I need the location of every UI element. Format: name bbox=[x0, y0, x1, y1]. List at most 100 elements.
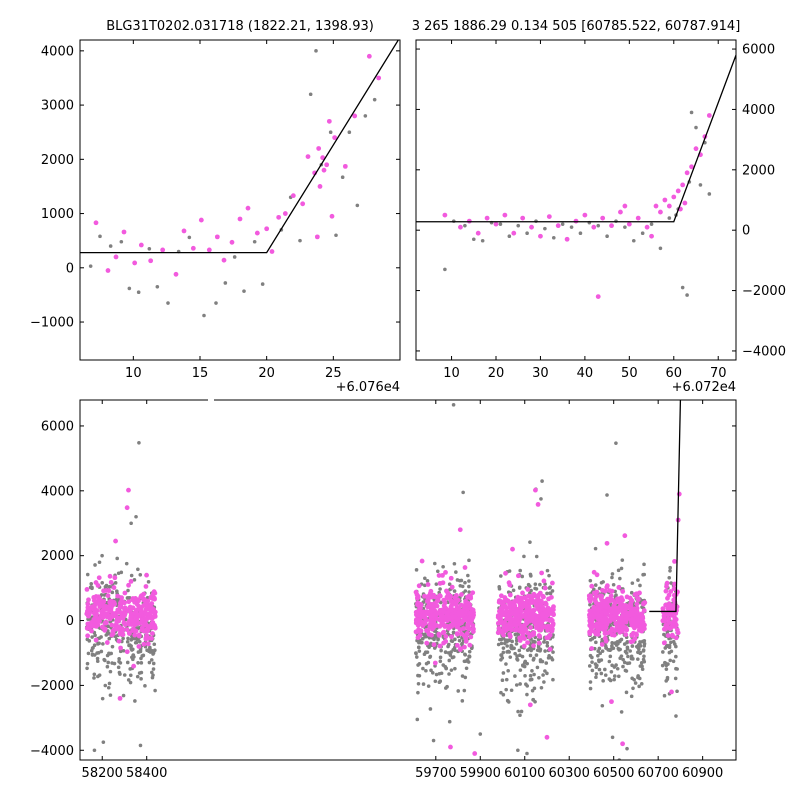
data-point-gray bbox=[504, 662, 508, 666]
data-point-gray bbox=[105, 653, 110, 658]
data-point-magenta bbox=[105, 593, 111, 599]
data-point-magenta bbox=[610, 597, 615, 603]
data-point-gray bbox=[545, 591, 549, 596]
data-point-magenta bbox=[443, 605, 449, 611]
data-point-gray bbox=[665, 675, 670, 680]
data-point-magenta bbox=[599, 642, 605, 647]
data-point-magenta bbox=[125, 608, 131, 613]
data-point-gray bbox=[642, 562, 646, 567]
data-point-gray bbox=[496, 642, 501, 647]
data-point-gray bbox=[694, 125, 698, 130]
data-point-magenta bbox=[501, 624, 507, 630]
data-point-magenta bbox=[505, 612, 511, 618]
data-point-magenta bbox=[596, 620, 602, 626]
data-point-magenta bbox=[547, 618, 553, 623]
data-point-magenta bbox=[501, 621, 506, 626]
data-point-gray bbox=[425, 579, 430, 583]
data-point-gray bbox=[538, 582, 542, 587]
data-point-magenta bbox=[528, 625, 534, 630]
data-point-magenta bbox=[536, 627, 542, 633]
data-point-gray bbox=[462, 659, 467, 664]
data-point-gray bbox=[528, 584, 532, 588]
data-point-magenta bbox=[611, 617, 617, 622]
data-point-magenta bbox=[206, 247, 212, 253]
data-point-magenta bbox=[536, 640, 542, 646]
data-point-gray bbox=[544, 661, 549, 665]
data-point-gray bbox=[153, 688, 157, 693]
data-point-gray bbox=[110, 644, 115, 649]
x-offset-label: +6.072e4 bbox=[672, 380, 736, 395]
data-point-gray bbox=[136, 650, 141, 654]
data-point-gray bbox=[151, 667, 156, 671]
data-point-magenta bbox=[518, 608, 524, 614]
data-point-magenta bbox=[666, 620, 672, 625]
data-point-gray bbox=[447, 658, 452, 663]
data-point-gray bbox=[510, 646, 514, 651]
data-point-gray bbox=[467, 579, 471, 583]
data-point-gray bbox=[532, 686, 537, 691]
data-point-gray bbox=[437, 671, 442, 676]
data-point-magenta bbox=[653, 203, 659, 209]
data-point-magenta bbox=[135, 597, 141, 603]
data-point-magenta bbox=[463, 601, 468, 607]
data-point-gray bbox=[347, 130, 352, 134]
data-point-gray bbox=[612, 677, 616, 682]
data-point-magenta bbox=[146, 624, 152, 630]
data-point-gray bbox=[214, 301, 218, 305]
data-point-gray bbox=[593, 546, 598, 551]
data-point-magenta bbox=[635, 215, 641, 221]
data-point-gray bbox=[640, 231, 645, 236]
data-point-magenta bbox=[109, 622, 115, 628]
data-point-magenta bbox=[454, 631, 460, 637]
data-point-magenta bbox=[592, 597, 598, 603]
data-point-gray bbox=[121, 636, 125, 641]
data-point-magenta bbox=[546, 214, 552, 220]
data-point-magenta bbox=[627, 617, 633, 622]
data-point-gray bbox=[136, 567, 140, 572]
data-point-magenta bbox=[366, 53, 372, 59]
data-point-magenta bbox=[521, 643, 527, 649]
data-point-magenta bbox=[245, 205, 251, 211]
data-point-gray bbox=[529, 677, 534, 682]
data-point-gray bbox=[117, 656, 121, 661]
data-point-magenta bbox=[143, 607, 149, 613]
data-point-gray bbox=[107, 636, 112, 641]
data-point-magenta bbox=[676, 491, 682, 497]
data-point-gray bbox=[136, 290, 141, 295]
data-point-gray bbox=[116, 571, 121, 576]
data-point-gray bbox=[625, 640, 630, 644]
data-point-gray bbox=[675, 689, 679, 694]
data-point-gray bbox=[451, 630, 456, 635]
data-point-gray bbox=[633, 681, 638, 685]
data-point-magenta bbox=[143, 611, 149, 617]
data-point-magenta bbox=[598, 595, 604, 601]
data-point-gray bbox=[638, 664, 643, 668]
data-point-gray bbox=[622, 642, 627, 646]
data-point-gray bbox=[372, 97, 377, 102]
data-point-magenta bbox=[495, 613, 501, 619]
data-point-gray bbox=[618, 656, 622, 660]
data-point-gray bbox=[614, 593, 618, 597]
data-point-magenta bbox=[451, 614, 457, 620]
data-point-magenta bbox=[706, 113, 712, 118]
data-point-gray bbox=[99, 635, 103, 639]
data-point-gray bbox=[588, 602, 592, 607]
data-point-gray bbox=[502, 641, 507, 646]
data-point-magenta bbox=[456, 605, 461, 611]
x-tick-label: 60 bbox=[666, 366, 683, 381]
data-point-magenta bbox=[440, 573, 445, 578]
data-point-magenta bbox=[459, 613, 465, 619]
data-point-gray bbox=[138, 573, 143, 577]
data-point-gray bbox=[439, 648, 443, 653]
data-point-magenta bbox=[181, 228, 187, 234]
data-point-magenta bbox=[86, 597, 91, 603]
data-point-gray bbox=[155, 284, 160, 289]
data-point-magenta bbox=[428, 607, 434, 612]
model-line bbox=[80, 40, 400, 254]
data-point-magenta bbox=[138, 593, 144, 599]
data-point-magenta bbox=[587, 614, 593, 620]
data-point-gray bbox=[423, 634, 427, 639]
data-point-gray bbox=[129, 521, 133, 526]
data-point-gray bbox=[528, 673, 533, 678]
